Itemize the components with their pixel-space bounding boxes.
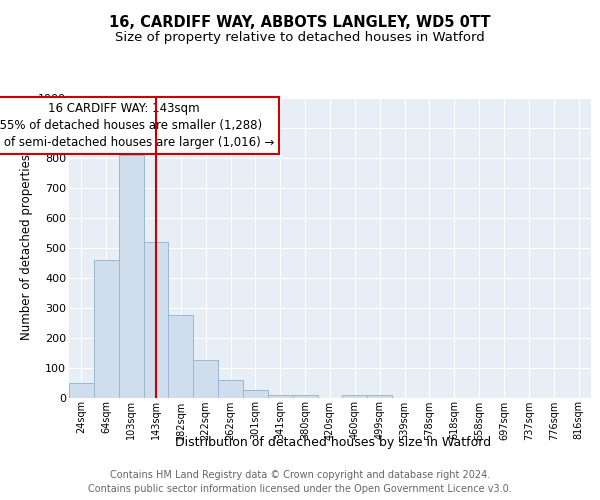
Bar [169,315,193,398]
Bar [343,394,367,398]
Text: Distribution of detached houses by size in Watford: Distribution of detached houses by size … [175,436,491,449]
Text: 16 CARDIFF WAY: 143sqm
← 55% of detached houses are smaller (1,288)
44% of semi-: 16 CARDIFF WAY: 143sqm ← 55% of detached… [0,102,274,149]
Bar [367,394,392,398]
Bar [143,242,169,398]
Text: 16, CARDIFF WAY, ABBOTS LANGLEY, WD5 0TT: 16, CARDIFF WAY, ABBOTS LANGLEY, WD5 0TT [109,15,491,30]
Bar [94,260,119,398]
Text: Contains HM Land Registry data © Crown copyright and database right 2024.
Contai: Contains HM Land Registry data © Crown c… [88,470,512,494]
Bar [119,154,143,398]
Bar [69,384,94,398]
Text: Size of property relative to detached houses in Watford: Size of property relative to detached ho… [115,31,485,44]
Bar [218,380,243,398]
Bar [268,394,293,398]
Bar [193,360,218,398]
Bar [293,394,317,398]
Bar [243,390,268,398]
Y-axis label: Number of detached properties: Number of detached properties [20,154,32,340]
